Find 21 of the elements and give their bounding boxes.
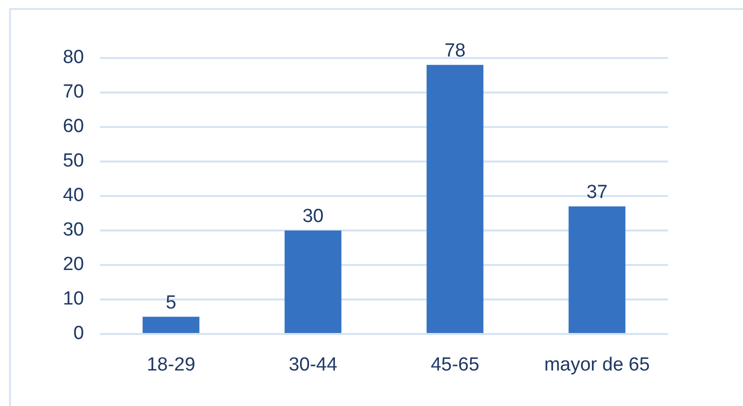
y-tick-label: 60 — [62, 116, 84, 138]
bar — [284, 230, 342, 333]
data-label: 30 — [302, 206, 324, 228]
y-tick-label: 70 — [62, 82, 84, 103]
y-tick-label: 40 — [62, 185, 84, 206]
y-tick-label: 30 — [62, 220, 84, 241]
x-tick-label: 30-44 — [288, 354, 338, 376]
bar — [142, 316, 200, 333]
data-label: 78 — [444, 40, 466, 62]
y-tick-label: 80 — [62, 47, 84, 68]
data-label: 37 — [586, 182, 608, 204]
x-tick-label: mayor de 65 — [544, 354, 650, 376]
data-label: 5 — [166, 292, 176, 314]
y-tick-label: 0 — [73, 323, 84, 344]
y-tick-label: 50 — [62, 150, 84, 172]
y-tick-label: 20 — [62, 254, 84, 276]
bar — [426, 64, 484, 333]
x-tick-label: 45-65 — [430, 354, 480, 376]
x-tick-label: 18-29 — [146, 354, 196, 376]
y-tick-label: 10 — [62, 288, 84, 310]
bar — [568, 206, 626, 333]
